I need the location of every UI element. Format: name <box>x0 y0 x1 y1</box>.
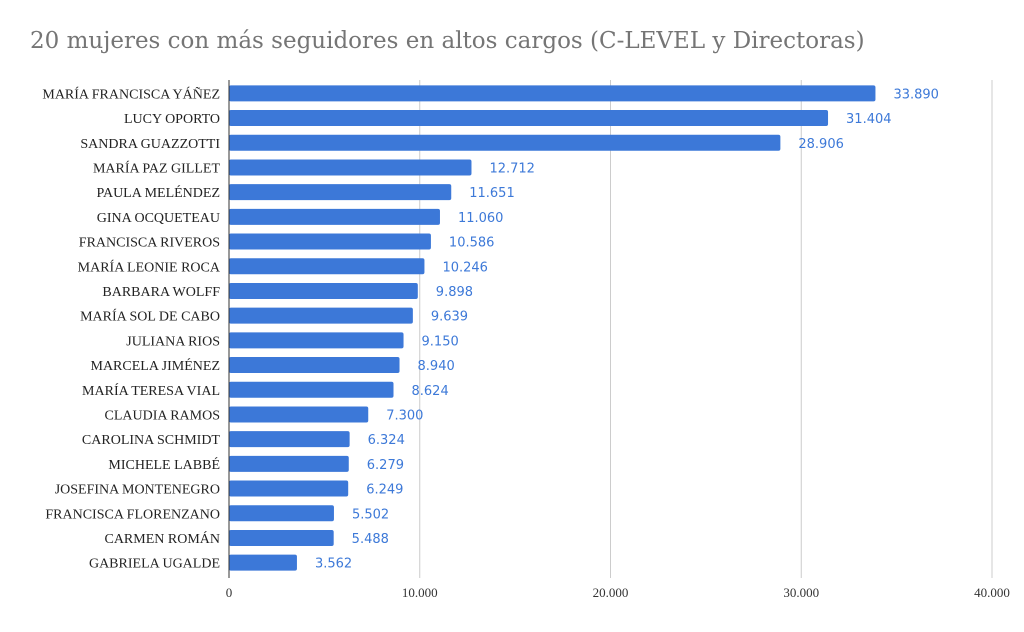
category-label: MARÍA FRANCISCA YÁÑEZ <box>42 85 220 102</box>
category-label: BARBARA WOLFF <box>102 285 220 300</box>
category-label: FRANCISCA FLORENZANO <box>45 507 220 522</box>
gridlines <box>419 80 993 578</box>
bar <box>229 184 452 201</box>
value-label: 9.898 <box>436 285 473 300</box>
bar <box>229 357 400 374</box>
chart-title: 20 mujeres con más seguidores en altos c… <box>30 28 865 54</box>
value-label: 8.624 <box>412 384 449 399</box>
category-labels: MARÍA FRANCISCA YÁÑEZ LUCY OPORTO SANDRA G… <box>42 85 221 571</box>
bar <box>229 85 876 102</box>
bar <box>229 406 369 423</box>
bar <box>229 110 829 127</box>
category-label: MARÍA TERESA VIAL <box>82 382 220 399</box>
bar <box>229 505 334 522</box>
value-label: 10.246 <box>442 260 488 275</box>
x-tick-label: 0 <box>226 585 233 600</box>
bars <box>229 85 876 571</box>
bar <box>229 208 440 225</box>
x-tick-label: 30.000 <box>783 585 819 600</box>
category-label: SANDRA GUAZZOTTI <box>80 137 220 152</box>
x-tick-label: 10.000 <box>402 585 438 600</box>
value-label: 11.651 <box>469 186 514 201</box>
value-label: 6.279 <box>367 458 404 473</box>
category-label: CLAUDIA RAMOS <box>104 408 220 423</box>
value-label: 9.150 <box>422 334 459 349</box>
category-label: MICHELE LABBÉ <box>108 456 220 473</box>
category-label: GINA OCQUETEAU <box>97 211 220 226</box>
x-tick-label: 40.000 <box>974 585 1010 600</box>
value-label: 6.249 <box>366 483 403 498</box>
bar <box>229 554 297 571</box>
bar <box>229 332 404 349</box>
value-label: 31.404 <box>846 112 892 127</box>
x-tick-label: 20.000 <box>593 585 629 600</box>
bar <box>229 381 394 398</box>
category-label: MARÍA PAZ GILLET <box>93 159 220 176</box>
category-label: FRANCISCA RIVEROS <box>79 236 220 251</box>
value-label: 3.562 <box>315 557 352 572</box>
value-label: 12.712 <box>489 161 535 176</box>
bar <box>229 307 413 324</box>
value-label: 5.502 <box>352 507 389 522</box>
bar <box>229 431 350 448</box>
bar <box>229 159 472 176</box>
x-axis-ticks: 0 10.000 20.000 30.000 40.000 <box>226 585 1010 600</box>
bar <box>229 529 334 546</box>
category-label: JULIANA RIOS <box>126 334 220 349</box>
bar <box>229 134 781 151</box>
value-label: 8.940 <box>418 359 455 374</box>
category-label: MARCELA JIMÉNEZ <box>91 357 221 374</box>
bar <box>229 282 418 299</box>
value-label: 28.906 <box>798 137 844 152</box>
value-label: 11.060 <box>458 211 504 226</box>
bar <box>229 258 425 275</box>
value-label: 9.639 <box>431 310 468 325</box>
bar <box>229 455 349 472</box>
category-label: MARÍA SOL DE CABO <box>80 308 220 325</box>
category-label: CAROLINA SCHMIDT <box>82 433 221 448</box>
category-label: PAULA MELÉNDEZ <box>96 184 220 201</box>
category-label: CARMEN ROMÁN <box>104 530 220 547</box>
value-label: 7.300 <box>386 408 423 423</box>
category-label: MARÍA LEONIE ROCA <box>78 258 221 275</box>
category-label: JOSEFINA MONTENEGRO <box>55 483 220 498</box>
bar <box>229 233 431 250</box>
value-label: 5.488 <box>352 532 389 547</box>
value-label: 6.324 <box>368 433 405 448</box>
value-label: 10.586 <box>449 236 495 251</box>
category-label: LUCY OPORTO <box>124 112 220 127</box>
value-label: 33.890 <box>893 87 939 102</box>
category-label: GABRIELA UGALDE <box>89 557 220 572</box>
bar <box>229 480 349 497</box>
